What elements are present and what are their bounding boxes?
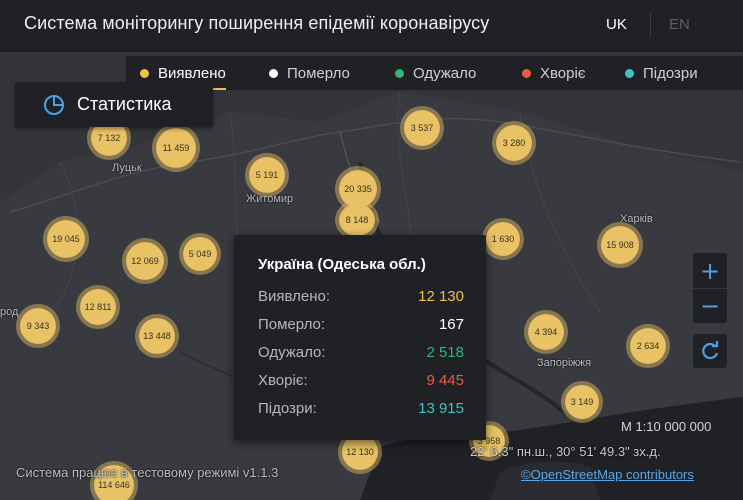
cluster-marker[interactable]: 1 630	[482, 218, 524, 260]
page-title: Система моніторингу поширення епідемії к…	[24, 13, 490, 33]
filter-label: Виявлено	[158, 64, 226, 82]
dot-died-icon	[269, 68, 278, 78]
filter-label: Померло	[287, 64, 350, 82]
cluster-marker[interactable]: 5 191	[245, 153, 289, 197]
cursor-coordinates: 22' 6.3" пн.ш., 30° 51' 49.3" зх.д.	[470, 444, 661, 459]
cluster-marker[interactable]: 19 045	[43, 216, 89, 262]
filter-sick[interactable]: Хворіє	[522, 56, 585, 90]
tooltip-row: Хворіє: 9 445	[258, 372, 464, 392]
tooltip-row: Виявлено: 12 130	[258, 288, 464, 308]
cluster-marker[interactable]: 3 280	[492, 121, 536, 165]
filter-bar: Виявлено Померло Одужало Хворіє Підозри	[126, 56, 743, 90]
tooltip-value: 9 445	[426, 372, 464, 389]
tooltip-label: Виявлено:	[258, 288, 331, 305]
dot-suspected-icon	[625, 68, 634, 78]
zoom-controls: + −	[693, 253, 727, 323]
filter-died[interactable]: Померло	[269, 56, 350, 90]
cluster-marker[interactable]: 8 148	[335, 200, 379, 240]
cluster-marker[interactable]: 13 448	[135, 314, 179, 358]
filter-label: Одужало	[413, 64, 477, 82]
tooltip-value: 13 915	[418, 400, 464, 417]
tooltip-label: Хворіє:	[258, 372, 308, 389]
statistics-button[interactable]: Статистика	[15, 82, 213, 127]
region-tooltip: Україна (Одеська обл.) Виявлено: 12 130 …	[234, 235, 486, 440]
city-label-zhytomyr: Житомир	[246, 193, 294, 205]
tooltip-value: 12 130	[418, 288, 464, 305]
cluster-marker[interactable]: 12 811	[76, 285, 120, 329]
zoom-out-button[interactable]: −	[693, 288, 727, 323]
filter-label: Підозри	[643, 64, 698, 82]
cluster-marker[interactable]: 114 646	[90, 461, 138, 500]
tooltip-row: Одужало: 2 518	[258, 344, 464, 364]
city-label-zaporizhzhia: Запоріжжя	[537, 357, 592, 369]
cluster-marker[interactable]: 2 634	[626, 324, 670, 368]
tooltip-row: Померло: 167	[258, 316, 464, 336]
city-label-kharkiv: Харків	[620, 213, 653, 225]
app-header: Система моніторингу поширення епідемії к…	[0, 0, 743, 52]
filter-label: Хворіє	[540, 64, 586, 82]
pie-chart-icon	[44, 94, 64, 115]
city-label-partial: род	[0, 306, 19, 318]
cluster-marker[interactable]: 4 394	[524, 310, 568, 354]
cluster-marker[interactable]: 3 537	[400, 106, 444, 150]
dot-recovered-icon	[395, 68, 404, 78]
osm-attribution-link[interactable]: ©OpenStreetMap contributors	[521, 467, 694, 482]
lang-en-button[interactable]: EN	[669, 16, 690, 33]
dot-detected-icon	[140, 68, 149, 78]
zoom-in-button[interactable]: +	[699, 256, 721, 285]
tooltip-label: Одужало:	[258, 344, 326, 361]
cluster-marker[interactable]: 15 908	[597, 222, 643, 268]
tooltip-title: Україна (Одеська обл.)	[258, 256, 426, 273]
cluster-marker[interactable]: 11 459	[152, 124, 200, 172]
lang-uk-button[interactable]: UK	[606, 16, 627, 33]
cluster-marker[interactable]: 12 130	[338, 430, 382, 474]
tooltip-label: Підозри:	[258, 400, 317, 417]
filter-recovered[interactable]: Одужало	[395, 56, 476, 90]
map-scale: M 1:10 000 000	[621, 419, 712, 434]
tooltip-value: 2 518	[426, 344, 464, 361]
refresh-icon	[702, 341, 719, 360]
cluster-marker[interactable]: 9 343	[16, 304, 60, 348]
cluster-marker[interactable]: 3 149	[561, 381, 603, 423]
refresh-button[interactable]	[693, 334, 727, 368]
filter-suspected[interactable]: Підозри	[625, 56, 698, 90]
cluster-marker[interactable]: 12 069	[122, 238, 168, 284]
cluster-marker[interactable]: 5 049	[179, 233, 221, 275]
tooltip-label: Померло:	[258, 316, 326, 333]
tooltip-value: 167	[438, 316, 464, 333]
version-note: Система працює в тестовому режимі v1.1.3	[16, 465, 279, 480]
statistics-label: Статистика	[77, 94, 172, 114]
dot-sick-icon	[522, 68, 531, 78]
city-label-lutsk: Луцьк	[112, 162, 142, 174]
tooltip-row: Підозри: 13 915	[258, 400, 464, 420]
lang-divider	[650, 12, 651, 38]
